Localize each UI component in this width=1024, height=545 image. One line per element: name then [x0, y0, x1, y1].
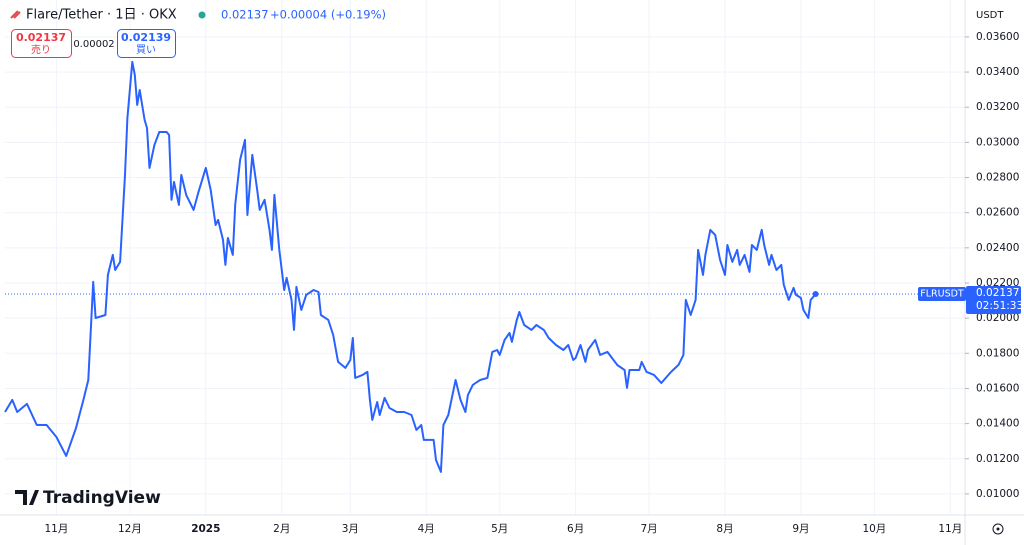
y-tick-label: 0.01200 [976, 453, 1019, 465]
settings-icon[interactable] [992, 523, 1004, 535]
symbol-tag [918, 287, 966, 302]
symbol-icon [10, 10, 21, 19]
y-tick-label: 0.03600 [976, 31, 1019, 43]
x-tick-label: 11月 [44, 523, 68, 535]
x-tick-label: 11月 [938, 523, 962, 535]
x-tick-label: 2月 [273, 523, 290, 535]
buy-price: 0.02139 [121, 31, 171, 44]
price-tag-countdown: 02:51:33 [976, 300, 1023, 312]
x-tick-label: 9月 [792, 523, 809, 535]
sell-label: 売り [31, 43, 51, 56]
spread: 0.00002 [73, 39, 114, 50]
y-tick-label: 0.01000 [976, 488, 1019, 500]
y-tick-label: 0.01400 [976, 418, 1019, 430]
sell-price: 0.02137 [16, 31, 66, 44]
price-tag-value: 0.02137 [976, 287, 1019, 299]
buy-label: 買い [136, 44, 156, 56]
x-tick-label: 5月 [491, 523, 508, 535]
settings-icon-dot [996, 527, 1000, 531]
chart-title: Flare/Tether · 1日 · OKX [26, 8, 177, 23]
y-tick-label: 0.02600 [976, 207, 1019, 219]
x-tick-label: 10月 [862, 523, 886, 535]
y-tick-label: 0.03200 [976, 101, 1019, 113]
currency[interactable]: USDT [976, 10, 1004, 21]
x-tick-label: 8月 [716, 523, 733, 535]
y-tick-label: 0.01800 [976, 347, 1019, 359]
y-tick-label: 0.02200 [976, 277, 1019, 289]
y-tick-label: 0.01600 [976, 382, 1019, 394]
logo-mark [15, 490, 39, 505]
x-tick-label: 3月 [342, 523, 359, 535]
y-tick-label: 0.02400 [976, 242, 1019, 254]
symbol-tag-text: FLRUSDT [920, 289, 964, 300]
market-status [198, 11, 206, 19]
grid [5, 0, 965, 515]
buy-button[interactable] [117, 29, 176, 58]
x-tick-label: 7月 [640, 523, 657, 535]
header-price: 0.02137 [221, 8, 269, 22]
price-tag [966, 286, 1021, 315]
x-tick-label: 4月 [418, 523, 435, 535]
y-tick-label: 0.02800 [976, 172, 1019, 184]
logo-text: TradingView [43, 488, 161, 508]
x-tick-label: 6月 [567, 523, 584, 535]
sell-button[interactable] [11, 29, 72, 58]
y-tick-label: 0.03000 [976, 136, 1019, 148]
x-tick-label: 12月 [118, 523, 142, 535]
x-tick-label: 2025 [191, 523, 220, 535]
price-line [4, 60, 817, 473]
header-change: +0.00004 (+0.19%) [270, 8, 386, 22]
y-tick-label: 0.03400 [976, 66, 1019, 78]
y-tick-label: 0.02000 [976, 312, 1019, 324]
